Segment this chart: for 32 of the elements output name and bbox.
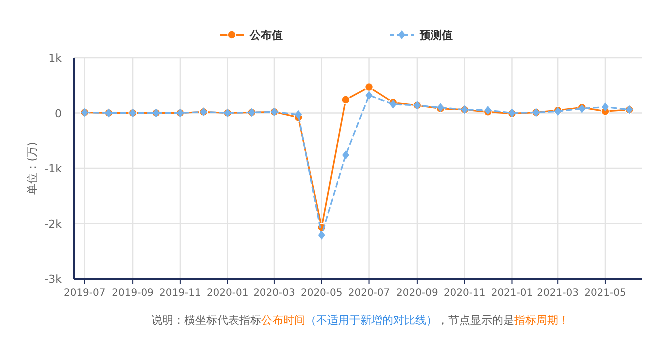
legend-label: 预测值 xyxy=(419,29,453,42)
point xyxy=(364,82,374,92)
y-tick-label: 0 xyxy=(55,107,62,120)
x-tick-label: 2021-03 xyxy=(537,288,579,299)
text: 公布时间 xyxy=(262,314,306,327)
text: 说明：横坐标代表指标 xyxy=(152,314,262,327)
text: （不适用于新增的对比线） xyxy=(306,314,438,327)
x-tick-label: 2020-07 xyxy=(348,288,390,299)
legend-label: 公布值 xyxy=(249,29,283,42)
x-tick-label: 2020-03 xyxy=(254,288,296,299)
x-tick-label: 2021-01 xyxy=(491,288,534,299)
text: 指标周期！ xyxy=(514,314,570,327)
text: ，节点显示的是 xyxy=(438,314,514,327)
x-tick-label: 2019-11 xyxy=(160,288,202,299)
x-tick-label: 2020-09 xyxy=(396,288,438,299)
x-tick-label: 2019-09 xyxy=(112,288,154,299)
y-tick-label: 1k xyxy=(48,52,63,65)
x-tick-label: 2019-07 xyxy=(64,288,106,299)
y-tick-label: -1k xyxy=(44,162,63,176)
point xyxy=(366,91,373,100)
point xyxy=(602,102,609,112)
y-tick-label: -3k xyxy=(44,273,63,286)
point xyxy=(342,150,350,160)
x-tick-label: 2021-05 xyxy=(584,288,626,299)
x-tick-label: 2020-01 xyxy=(206,288,249,299)
point xyxy=(318,230,326,240)
point xyxy=(342,96,350,104)
y-axis-title: 单位：(万) xyxy=(26,142,39,195)
x-tick-label: 2020-05 xyxy=(300,288,343,299)
x-tick-label: 2020-11 xyxy=(444,288,486,299)
y-tick-label: -2k xyxy=(44,218,63,231)
point xyxy=(295,110,302,120)
